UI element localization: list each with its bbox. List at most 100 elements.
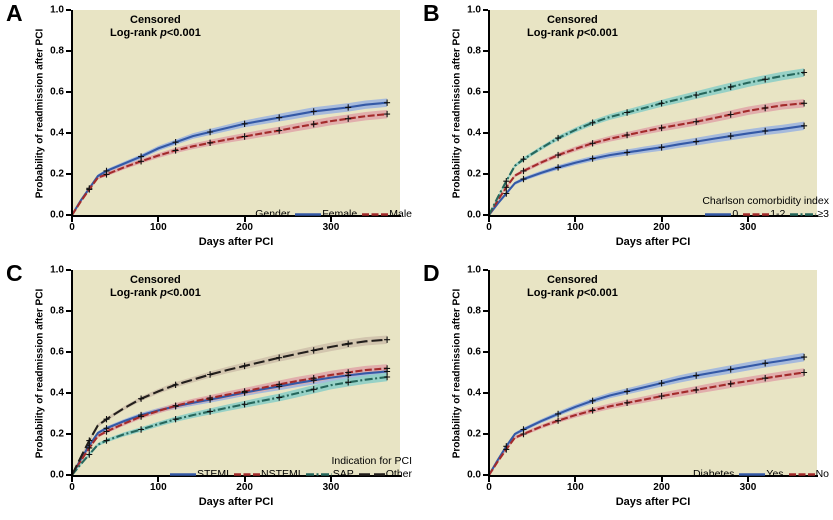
x-axis-line	[71, 215, 401, 217]
legend-item-STEMI[interactable]: STEMI	[169, 467, 230, 481]
legend-title: Charlson comorbidity index	[702, 194, 829, 207]
x-tick	[660, 477, 663, 482]
plot-area	[489, 270, 817, 475]
panel-letter: C	[6, 260, 23, 286]
x-tick	[488, 477, 490, 482]
censored-label: Censored	[547, 274, 598, 286]
panel-a: A Probability of readmission after PCI 0.0…	[0, 0, 416, 260]
y-axis-ticks: 0.0 0.2 0.4 0.6 0.8 1.0	[0, 0, 71, 226]
legend-item-12[interactable]: 1-2	[743, 208, 785, 221]
y-tick-label: 0.8	[467, 305, 481, 317]
statistics-annotation: Censored Log-rank p<0.001	[110, 14, 201, 41]
legend-swatch-icon	[358, 470, 385, 479]
legend-label: No	[815, 467, 829, 480]
legend-label: 1-2	[770, 207, 786, 220]
censored-label: Censored	[130, 274, 181, 286]
legend-item-0[interactable]: 0	[705, 208, 738, 221]
x-tick	[488, 217, 490, 222]
x-tick	[243, 477, 246, 482]
legend-item-Female[interactable]: Female	[295, 208, 357, 221]
censored-label: Censored	[130, 14, 181, 26]
legend-swatch-icon	[739, 470, 766, 479]
legend: Indication for PCI STEMI NSTEMI SAP Other	[166, 455, 412, 481]
x-tick	[157, 217, 160, 222]
legend-swatch-icon	[788, 470, 815, 479]
legend-label: 0	[732, 207, 739, 220]
logrank-label: Log-rank p<0.001	[527, 27, 618, 40]
x-axis-title: Days after PCI	[198, 236, 274, 248]
x-axis-line	[71, 475, 401, 477]
y-tick-label: 0.2	[467, 168, 481, 180]
panel-letter: D	[423, 260, 440, 286]
y-axis-line	[71, 270, 73, 476]
x-axis-title: Days after PCI	[198, 496, 274, 508]
y-tick-label: 0.8	[467, 45, 481, 57]
panel-letter: A	[6, 0, 23, 26]
legend-label: ≥3	[817, 207, 829, 220]
plot-background	[72, 10, 400, 215]
panel-c: C Probability of readmission after PCI 0.0…	[0, 260, 416, 520]
y-tick-label: 1.0	[467, 264, 481, 276]
x-tick	[243, 217, 246, 222]
x-tick	[71, 217, 73, 222]
x-tick	[329, 217, 332, 222]
statistics-annotation: Censored Log-rank p<0.001	[527, 14, 618, 41]
y-tick-label: 0.4	[467, 387, 481, 399]
plot-background	[489, 270, 817, 475]
x-tick	[71, 477, 73, 482]
y-axis-line	[488, 270, 490, 476]
y-axis-line	[71, 10, 73, 216]
y-axis-ticks: 0.0 0.2 0.4 0.6 0.8 1.0	[417, 0, 488, 226]
y-tick-label: 1.0	[50, 264, 64, 276]
legend-entries: Diabetes Yes No	[693, 468, 829, 481]
y-tick-label: 0.8	[50, 45, 64, 57]
plot-area	[489, 10, 817, 215]
legend: Gender Female Male	[255, 208, 412, 221]
legend-title: Gender	[255, 207, 291, 220]
legend-label: Female	[322, 207, 358, 220]
y-tick-label: 0.0	[50, 209, 64, 221]
x-tick	[746, 477, 749, 482]
logrank-label: Log-rank p<0.001	[110, 287, 201, 300]
y-tick-label: 0.6	[50, 86, 64, 98]
legend-item-No[interactable]: No	[788, 467, 829, 481]
censored-label: Censored	[547, 14, 598, 26]
logrank-label: Log-rank p<0.001	[110, 27, 201, 40]
legend-item-SAP[interactable]: SAP	[305, 467, 354, 481]
panel-d: D Probability of readmission after PCI 0.0…	[417, 260, 833, 520]
x-tick	[574, 477, 577, 482]
panel-b: B Probability of readmission after PCI 0.0…	[417, 0, 833, 260]
x-tick	[157, 477, 160, 482]
y-tick-label: 0.0	[50, 469, 64, 481]
y-tick-label: 0.0	[467, 209, 481, 221]
legend-entries: STEMI NSTEMI SAP Other	[166, 468, 412, 481]
x-tick-label: 300	[322, 222, 340, 233]
legend-item-NSTEMI[interactable]: NSTEMI	[234, 468, 301, 481]
legend-item-Yes[interactable]: Yes	[739, 467, 784, 481]
panel-letter: B	[423, 0, 440, 26]
legend-item-Other[interactable]: Other	[358, 468, 412, 481]
x-tick-label: 200	[653, 482, 670, 493]
legend-swatch-icon	[305, 470, 332, 479]
legend-item-Male[interactable]: Male	[362, 208, 412, 221]
legend-label: SAP	[332, 467, 354, 480]
legend-label: STEMI	[196, 467, 230, 480]
y-tick-label: 0.6	[467, 346, 481, 358]
x-tick-label: 300	[739, 482, 757, 493]
legend-label: Male	[389, 207, 412, 220]
x-tick	[660, 217, 663, 222]
y-tick-label: 1.0	[50, 4, 64, 16]
legend-item-3[interactable]: ≥3	[790, 208, 829, 221]
x-tick-label: 200	[236, 222, 253, 233]
x-axis-line	[488, 475, 818, 477]
y-tick-label: 0.8	[50, 305, 64, 317]
legend-swatch-icon	[169, 470, 196, 479]
legend-label: NSTEMI	[261, 467, 301, 480]
x-tick-label: 300	[739, 222, 757, 233]
plot-area	[72, 270, 400, 475]
legend-swatch-icon	[362, 210, 389, 219]
legend-label: Yes	[766, 467, 784, 480]
legend-swatch-icon	[790, 210, 817, 219]
y-tick-label: 1.0	[467, 4, 481, 16]
